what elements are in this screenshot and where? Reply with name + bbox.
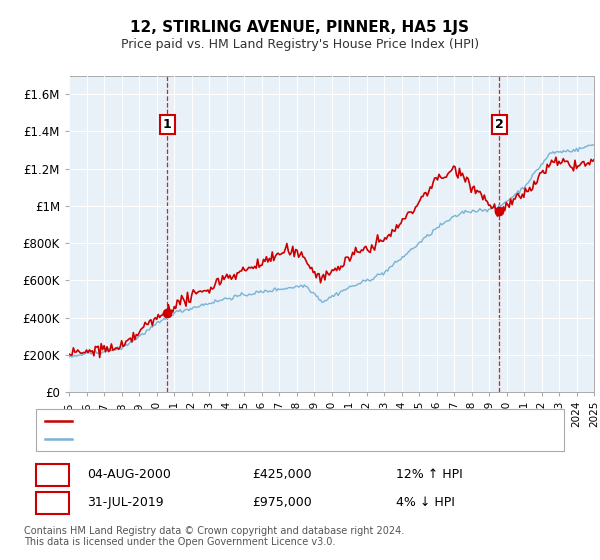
Text: 1: 1	[163, 118, 172, 131]
Text: 12% ↑ HPI: 12% ↑ HPI	[396, 468, 463, 482]
Text: 2: 2	[48, 496, 57, 510]
Text: £975,000: £975,000	[252, 496, 312, 510]
Text: 2: 2	[495, 118, 503, 131]
Text: 31-JUL-2019: 31-JUL-2019	[87, 496, 164, 510]
Text: 1: 1	[48, 468, 57, 482]
Text: 12, STIRLING AVENUE, PINNER, HA5 1JS (detached house): 12, STIRLING AVENUE, PINNER, HA5 1JS (de…	[78, 416, 395, 426]
Text: HPI: Average price, detached house, Harrow: HPI: Average price, detached house, Harr…	[78, 434, 320, 444]
Text: 4% ↓ HPI: 4% ↓ HPI	[396, 496, 455, 510]
Text: 04-AUG-2000: 04-AUG-2000	[87, 468, 171, 482]
Text: 12, STIRLING AVENUE, PINNER, HA5 1JS: 12, STIRLING AVENUE, PINNER, HA5 1JS	[131, 20, 470, 35]
Text: £425,000: £425,000	[252, 468, 311, 482]
Text: Contains HM Land Registry data © Crown copyright and database right 2024.
This d: Contains HM Land Registry data © Crown c…	[24, 526, 404, 547]
Text: Price paid vs. HM Land Registry's House Price Index (HPI): Price paid vs. HM Land Registry's House …	[121, 38, 479, 51]
